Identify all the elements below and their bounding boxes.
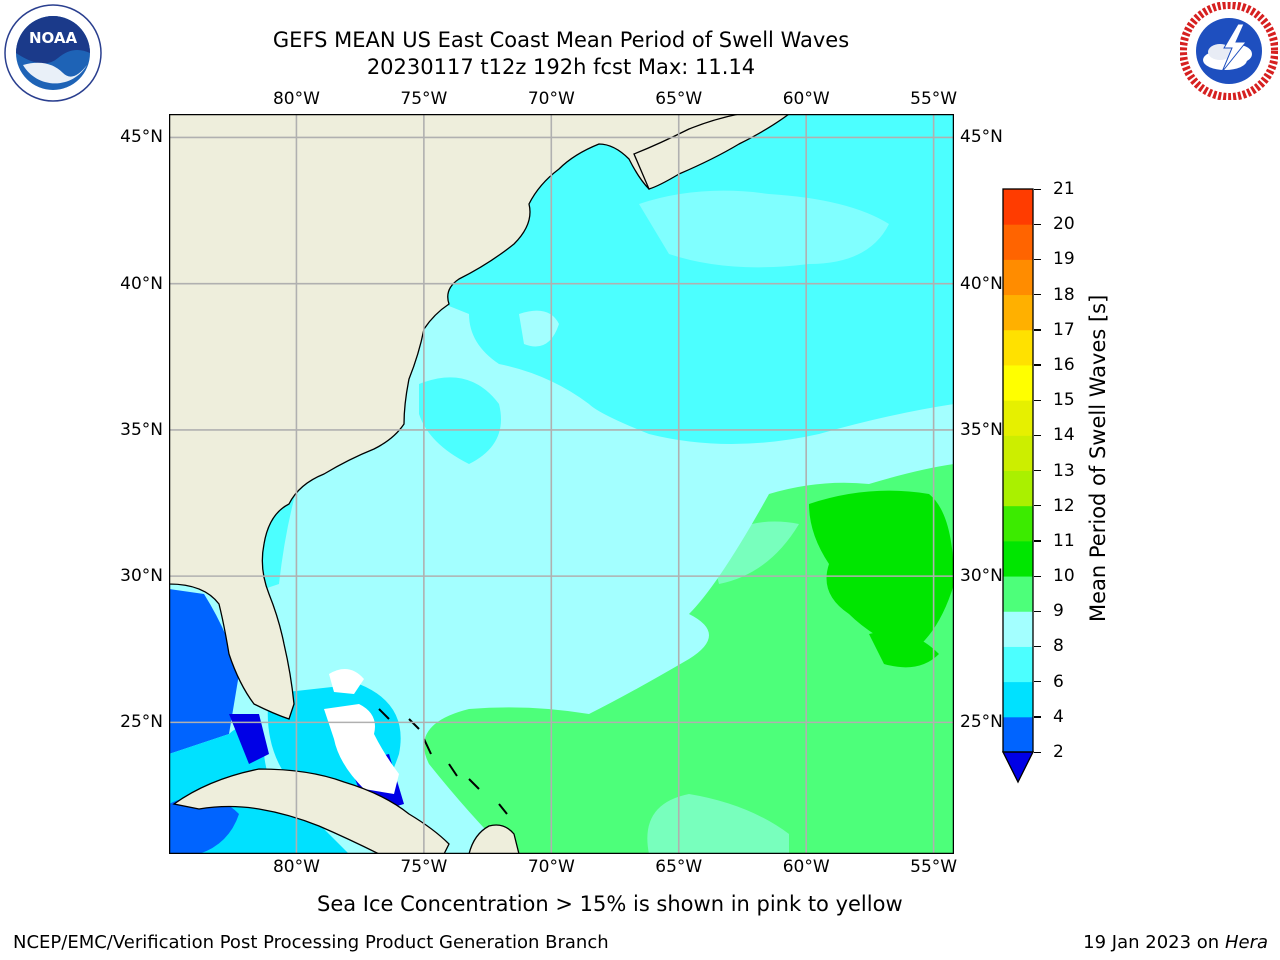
lat-label-right: 30°N <box>960 566 1003 587</box>
footer-host: Hera <box>1224 932 1268 953</box>
colorbar-tick-mark <box>1034 258 1041 261</box>
colorbar-bin <box>1003 189 1033 225</box>
map-frame <box>169 114 954 854</box>
lon-label-top: 75°W <box>400 89 448 109</box>
lon-label-bottom: 55°W <box>910 857 958 877</box>
colorbar-tick-label: 20 <box>1053 214 1075 235</box>
chart-title: GEFS MEAN US East Coast Mean Period of S… <box>272 28 850 52</box>
colorbar-tick-mark <box>1034 751 1041 753</box>
colorbar-tick-mark <box>1034 470 1041 472</box>
colorbar-tick-label: 14 <box>1053 425 1075 446</box>
colorbar-bin <box>1003 364 1033 401</box>
bahamas-shelf <box>324 704 399 794</box>
swell-region-2-4s <box>169 589 239 754</box>
lat-label-right: 35°N <box>960 419 1003 440</box>
colorbar-tick-label: 8 <box>1053 636 1064 657</box>
nws-logo <box>1180 2 1278 100</box>
lat-label-left: 30°N <box>120 566 163 587</box>
colorbar-bin <box>1003 470 1033 507</box>
footer-date: 19 Jan 2023 on Hera <box>1083 932 1268 954</box>
lat-label-left: 35°N <box>120 419 163 440</box>
graticule <box>169 114 954 854</box>
colorbar-tick-mark <box>1034 505 1041 507</box>
lon-label-top: 65°W <box>655 89 703 109</box>
lat-label-right: 45°N <box>960 127 1003 148</box>
colorbar-tick-label: 13 <box>1053 460 1075 481</box>
footer-left: NCEP/EMC/Verification Post Processing Pr… <box>13 932 609 953</box>
footer-date-text: 19 Jan 2023 on <box>1083 932 1225 953</box>
colorbar-bin <box>1003 611 1033 647</box>
colorbar-tick-label: 17 <box>1053 319 1075 340</box>
lon-label-bottom: 75°W <box>400 857 448 877</box>
colorbar-bin <box>1003 505 1033 542</box>
cuba-land <box>172 768 450 854</box>
colorbar-tick-label: 10 <box>1053 566 1075 587</box>
colorbar-tick-label: 11 <box>1053 530 1075 551</box>
colorbar-tick-mark <box>1034 681 1041 683</box>
lon-label-bottom: 65°W <box>655 857 703 877</box>
colorbar-tick-mark <box>1034 575 1041 577</box>
colorbar-tick-mark <box>1034 540 1041 542</box>
chart-subtitle: 20230117 t12z 192h fcst Max: 11.14 <box>366 55 756 79</box>
colorbar-bin <box>1003 259 1033 296</box>
map-panel <box>169 114 954 854</box>
lat-label-left: 45°N <box>120 127 163 148</box>
colorbar-tick-mark <box>1034 329 1041 331</box>
lon-label-bottom: 60°W <box>782 857 830 877</box>
colorbar-tick-mark <box>1034 223 1041 225</box>
colorbar-tick-label: 12 <box>1053 495 1075 516</box>
lon-label-top: 70°W <box>527 89 575 109</box>
colorbar-bin <box>1003 400 1033 436</box>
colorbar-label: Mean Period of Swell Waves [s] <box>1086 294 1110 622</box>
colorbar-tick-mark <box>1034 364 1041 366</box>
lon-label-bottom: 80°W <box>272 857 320 877</box>
swell-region-10-11s <box>809 490 954 654</box>
colorbar-tick-label: 18 <box>1053 284 1075 305</box>
colorbar-tick-mark <box>1034 716 1041 718</box>
lon-label-top: 80°W <box>272 89 320 109</box>
colorbar-tick-label: 19 <box>1053 249 1075 270</box>
noaa-logo: NOAA <box>4 4 102 102</box>
colorbar-tick-mark <box>1034 610 1041 613</box>
lon-label-top: 55°W <box>910 89 958 109</box>
colorbar-bin <box>1003 646 1033 683</box>
colorbar-bin <box>1003 294 1033 331</box>
colorbar-bin <box>1003 681 1033 718</box>
colorbar-bin <box>1003 540 1033 577</box>
colorbar-tick-mark <box>1034 645 1041 648</box>
colorbar-bin <box>1003 576 1033 612</box>
colorbar-tick-mark <box>1034 399 1041 401</box>
colorbar-bin <box>1003 329 1033 366</box>
colorbar-tick-label: 6 <box>1053 671 1064 692</box>
lat-label-right: 40°N <box>960 273 1003 294</box>
lon-label-bottom: 70°W <box>527 857 575 877</box>
swell-region-9-10s <box>424 464 954 854</box>
lat-label-left: 40°N <box>120 273 163 294</box>
colorbar-tick-label: 15 <box>1053 390 1075 411</box>
nova-scotia-land <box>633 114 791 190</box>
north-america-land <box>169 114 740 720</box>
colorbar-tick-label: 16 <box>1053 354 1075 375</box>
colorbar-bin <box>1003 435 1033 471</box>
colorbar-bin <box>1003 224 1033 260</box>
lat-label-left: 25°N <box>120 712 163 733</box>
colorbar-tick-mark <box>1034 188 1041 190</box>
colorbar-tick-mark <box>1034 434 1041 437</box>
lat-label-right: 25°N <box>960 712 1003 733</box>
lon-label-top: 60°W <box>782 89 830 109</box>
colorbar-tick-label: 21 <box>1053 179 1075 199</box>
colorbar-tick-label: 2 <box>1053 742 1064 762</box>
sea-ice-note: Sea Ice Concentration > 15% is shown in … <box>317 892 903 916</box>
colorbar-bin <box>1003 716 1033 753</box>
colorbar-tick-label: 9 <box>1053 601 1064 622</box>
colorbar-under-arrow <box>1003 752 1033 782</box>
colorbar <box>1001 188 1035 784</box>
noaa-logo-text: NOAA <box>29 29 78 47</box>
colorbar-tick-mark <box>1034 294 1041 296</box>
colorbar-tick-label: 4 <box>1053 706 1064 727</box>
